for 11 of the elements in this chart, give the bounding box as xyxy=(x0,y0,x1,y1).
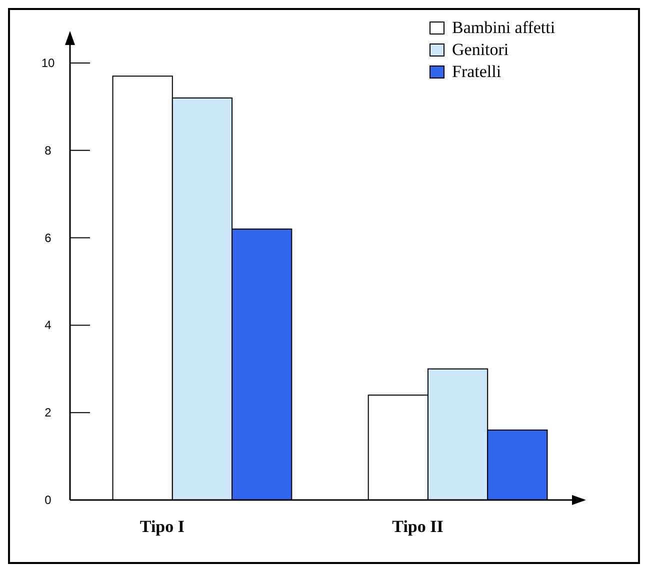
y-tick-label: 6 xyxy=(44,230,52,245)
legend-label: Bambini affetti xyxy=(452,18,556,37)
y-tick-label: 4 xyxy=(44,318,52,332)
x-tick-label: Tipo I xyxy=(140,517,185,536)
y-tick-label: 10 xyxy=(41,56,55,70)
x-tick-label: Tipo II xyxy=(392,517,444,536)
y-tick-label: 2 xyxy=(44,406,52,420)
legend-label: Genitori xyxy=(452,40,509,59)
y-tick-label: 8 xyxy=(44,143,52,158)
y-tick-label: 0 xyxy=(44,493,52,507)
legend-label: Fratelli xyxy=(452,62,502,81)
